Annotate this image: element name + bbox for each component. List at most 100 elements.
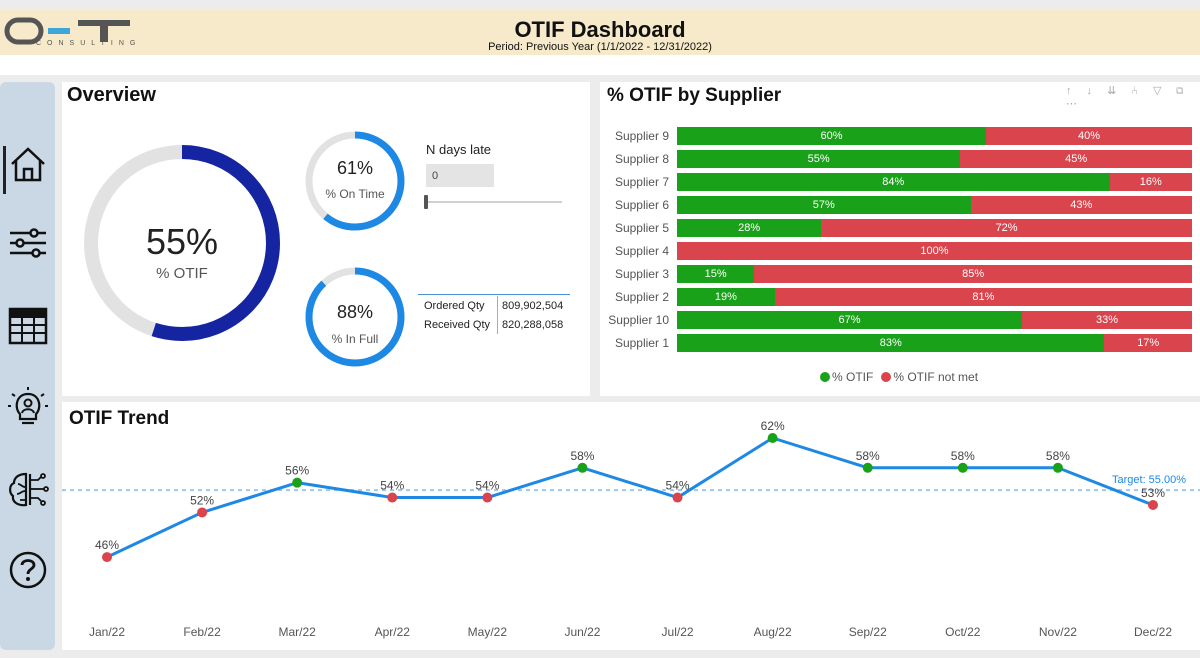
otif-bar-segment[interactable]: 83%: [677, 334, 1105, 352]
trend-panel: OTIF Trend: [62, 402, 1200, 650]
trend-data-label: 46%: [95, 538, 119, 552]
sliders-icon[interactable]: [6, 221, 50, 265]
legend-item-not-met: % OTIF not met: [881, 370, 978, 384]
otif-bar-segment[interactable]: 60%: [677, 127, 986, 145]
ndays-late-input[interactable]: [426, 164, 494, 187]
trend-point[interactable]: [292, 477, 303, 488]
x-axis-tick-label: May/22: [468, 625, 508, 639]
trend-data-label: 62%: [761, 419, 785, 433]
trend-data-label: 56%: [285, 464, 309, 478]
otif-bar-segment[interactable]: 57%: [677, 196, 971, 214]
supplier-bar-row[interactable]: Supplier 7 84% 16%: [605, 173, 1195, 191]
not-met-bar-segment[interactable]: 100%: [677, 242, 1192, 260]
supplier-bar-row[interactable]: Supplier 3 15% 85%: [605, 265, 1195, 283]
supplier-bar-row[interactable]: Supplier 5 28% 72%: [605, 219, 1195, 237]
trend-title: OTIF Trend: [69, 408, 170, 429]
bar-track: 15% 85%: [677, 265, 1192, 283]
not-met-bar-segment[interactable]: 33%: [1022, 311, 1192, 329]
supplier-label: Supplier 1: [614, 336, 669, 350]
logo-subtitle: CONSULTING: [36, 40, 142, 47]
supplier-bar-row[interactable]: Supplier 4 100%: [605, 242, 1195, 260]
received-qty-label: Received Qty: [420, 315, 499, 334]
bar-track: 60% 40%: [677, 127, 1192, 145]
supplier-bar-row[interactable]: Supplier 2 19% 81%: [605, 288, 1195, 306]
ndays-slider-track[interactable]: [426, 201, 562, 203]
otif-trend-chart: Target: 55.00% 46% Jan/22 52% Feb/22 56% Mar/2…: [62, 419, 1200, 639]
lightbulb-person-icon[interactable]: [6, 386, 50, 430]
otif-bar-segment[interactable]: 84%: [677, 173, 1110, 191]
trend-point[interactable]: [387, 492, 398, 503]
not-met-bar-segment[interactable]: 72%: [821, 219, 1192, 237]
not-met-bar-segment[interactable]: 17%: [1104, 334, 1192, 352]
company-logo: [4, 17, 130, 45]
x-axis-tick-label: Aug/22: [754, 625, 792, 639]
not-met-bar-segment[interactable]: 45%: [960, 150, 1192, 168]
supplier-bar-row[interactable]: Supplier 9 60% 40%: [605, 127, 1195, 145]
supplier-label: Supplier 2: [614, 290, 669, 304]
visual-toolbar[interactable]: ↑ ↓ ⇊ ⑃ ▽ ⧉ ⋯: [1066, 85, 1190, 110]
trend-point[interactable]: [672, 492, 683, 503]
x-axis-tick-label: Jun/22: [564, 625, 600, 639]
trend-data-label: 54%: [666, 479, 690, 493]
otif-value: 55%: [145, 221, 219, 262]
supplier-label: Supplier 6: [614, 198, 669, 212]
trend-data-label: 58%: [570, 449, 594, 463]
trend-point[interactable]: [482, 492, 493, 503]
supplier-bar-row[interactable]: Supplier 6 57% 43%: [605, 196, 1195, 214]
bar-track: 55% 45%: [677, 150, 1192, 168]
supplier-label: Supplier 7: [614, 175, 669, 189]
trend-data-label: 54%: [380, 479, 404, 493]
trend-point[interactable]: [1052, 462, 1063, 473]
supplier-bar-row[interactable]: Supplier 1 83% 17%: [605, 334, 1195, 352]
not-met-bar-segment[interactable]: 43%: [970, 196, 1192, 214]
trend-data-label: 58%: [1046, 449, 1070, 463]
supplier-label: Supplier 10: [608, 313, 669, 327]
bar-track: 28% 72%: [677, 219, 1192, 237]
otif-bar-segment[interactable]: 19%: [677, 288, 775, 306]
in-full-value: 88%: [336, 302, 374, 322]
supplier-bar-row[interactable]: Supplier 10 67% 33%: [605, 311, 1195, 329]
help-icon[interactable]: [6, 548, 50, 592]
x-axis-tick-label: Oct/22: [945, 625, 981, 639]
bar-track: 57% 43%: [677, 196, 1192, 214]
ndays-slider-handle[interactable]: [424, 195, 428, 209]
trend-point[interactable]: [957, 462, 968, 473]
x-axis-tick-label: Mar/22: [279, 625, 317, 639]
trend-point[interactable]: [102, 552, 112, 563]
trend-data-label: 54%: [475, 479, 499, 493]
otif-label: % OTIF: [156, 265, 208, 282]
home-icon[interactable]: [6, 142, 50, 186]
overview-panel: Overview: [62, 82, 590, 396]
on-time-gauge: 61% % On Time: [304, 130, 406, 232]
trend-point[interactable]: [767, 433, 778, 443]
otif-bar-segment[interactable]: 67%: [677, 311, 1023, 329]
brain-circuit-icon[interactable]: [6, 468, 50, 512]
not-met-bar-segment[interactable]: 81%: [774, 288, 1192, 306]
trend-data-label: 53%: [1141, 486, 1165, 500]
trend-point[interactable]: [862, 462, 873, 473]
target-label: Target: 55.00%: [1112, 474, 1186, 486]
otif-bar-segment[interactable]: 55%: [677, 150, 961, 168]
not-met-bar-segment[interactable]: 40%: [986, 127, 1192, 145]
x-axis-tick-label: Dec/22: [1134, 625, 1172, 639]
not-met-bar-segment[interactable]: 16%: [1109, 173, 1192, 191]
bar-track: 84% 16%: [677, 173, 1192, 191]
supplier-label: Supplier 3: [614, 267, 669, 281]
trend-point[interactable]: [577, 462, 588, 473]
header-banner: CONSULTING OTIF Dashboard Period: Previo…: [0, 10, 1200, 55]
in-full-gauge: 88% % In Full: [304, 266, 406, 368]
table-icon[interactable]: [6, 304, 50, 348]
bar-track: 100%: [677, 242, 1192, 260]
legend-item-otif: % OTIF: [820, 370, 873, 384]
bar-track: 83% 17%: [677, 334, 1192, 352]
trend-point[interactable]: [197, 507, 208, 518]
otif-bar-segment[interactable]: 28%: [677, 219, 822, 237]
quantity-table: Ordered Qty 809,902,504 Received Qty 820…: [420, 296, 570, 334]
on-time-label: % On Time: [325, 187, 385, 201]
not-met-bar-segment[interactable]: 85%: [754, 265, 1192, 283]
trend-line: [106, 436, 1154, 559]
supplier-legend: % OTIF % OTIF not met: [820, 370, 978, 384]
trend-point[interactable]: [1148, 500, 1158, 510]
otif-bar-segment[interactable]: 15%: [677, 265, 755, 283]
supplier-bar-row[interactable]: Supplier 8 55% 45%: [605, 150, 1195, 168]
